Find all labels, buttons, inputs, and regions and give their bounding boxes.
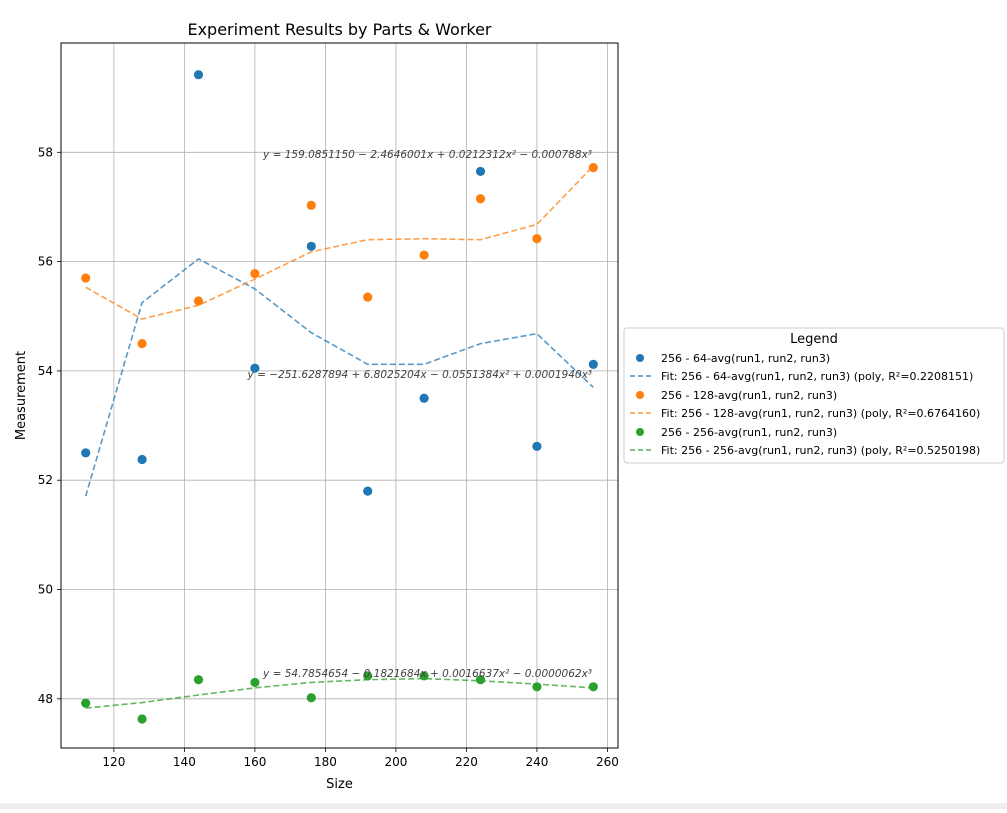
equation-annotations: y = −251.6287894 + 6.8025204x − 0.055138… bbox=[247, 149, 592, 680]
y-tick-label: 54 bbox=[38, 364, 53, 378]
data-point-series-2 bbox=[419, 250, 429, 260]
legend-fit-entry-series-3: Fit: 256 - 256-avg(run1, run2, run3) (po… bbox=[661, 444, 980, 457]
data-point-series-3 bbox=[475, 675, 486, 685]
data-point-series-3 bbox=[532, 682, 542, 692]
y-tick-label: 58 bbox=[38, 145, 53, 159]
x-tick-label: 220 bbox=[455, 755, 478, 769]
data-point-series-2 bbox=[306, 200, 316, 210]
plot-area bbox=[61, 43, 618, 748]
data-point-series-3 bbox=[419, 671, 429, 681]
y-tick-label: 52 bbox=[38, 473, 53, 487]
data-point-series-2 bbox=[363, 292, 373, 302]
data-point-series-3 bbox=[193, 675, 204, 685]
data-point-series-3 bbox=[363, 671, 373, 681]
fit-equation-series-2: y = 159.0851150 − 2.4646001x + 0.0212312… bbox=[262, 149, 592, 161]
chart-title: Experiment Results by Parts & Worker bbox=[187, 20, 491, 39]
x-tick-label: 260 bbox=[596, 755, 619, 769]
legend-entry-series-2: 256 - 128-avg(run1, run2, run3) bbox=[661, 389, 837, 402]
fit-line-series-1 bbox=[84, 257, 594, 497]
legend: Legend 256 - 64-avg(run1, run2, run3) Fit:… bbox=[623, 327, 1005, 464]
data-point-series-1 bbox=[532, 441, 542, 451]
data-point-series-1 bbox=[137, 454, 147, 465]
data-point-series-2 bbox=[532, 234, 542, 244]
y-tick-label: 50 bbox=[38, 583, 53, 597]
data-point-series-2 bbox=[137, 338, 147, 349]
data-point-series-1 bbox=[193, 70, 204, 80]
data-point-series-2 bbox=[193, 296, 204, 306]
x-tick-label: 200 bbox=[384, 755, 407, 769]
legend-marker-series-1 bbox=[636, 354, 644, 362]
fit-equation-series-3: y = 54.7854654 − 0.1821684x + 0.0016637x… bbox=[262, 668, 592, 680]
data-point-series-3 bbox=[250, 677, 260, 688]
data-point-series-1 bbox=[475, 166, 486, 177]
axis-ticks: 120 140 160 180 200 220 240 260 48 50 52 54 56 58 bbox=[38, 145, 619, 769]
data-point-series-1 bbox=[81, 448, 91, 458]
x-axis-label: Size bbox=[326, 777, 353, 792]
y-tick-label: 56 bbox=[38, 255, 53, 269]
data-point-series-3 bbox=[137, 714, 147, 724]
window-bottom-edge bbox=[0, 803, 1007, 809]
legend-entry-series-3: 256 - 256-avg(run1, run2, run3) bbox=[661, 426, 837, 439]
legend-marker-series-3 bbox=[636, 428, 644, 436]
legend-title: Legend bbox=[790, 332, 838, 347]
data-point-series-1 bbox=[306, 241, 316, 251]
legend-marker-series-2 bbox=[636, 391, 644, 399]
x-tick-label: 120 bbox=[102, 755, 125, 769]
data-point-series-2 bbox=[475, 194, 486, 204]
x-tick-label: 160 bbox=[243, 755, 266, 769]
data-point-series-1 bbox=[419, 393, 429, 403]
data-point-series-2 bbox=[250, 269, 260, 279]
data-point-series-3 bbox=[81, 698, 91, 708]
data-points bbox=[81, 70, 598, 724]
fit-lines bbox=[84, 165, 594, 709]
x-tick-label: 180 bbox=[314, 755, 337, 769]
legend-fit-entry-series-2: Fit: 256 - 128-avg(run1, run2, run3) (po… bbox=[661, 407, 980, 420]
legend-box bbox=[623, 327, 1005, 464]
data-point-series-3 bbox=[588, 682, 598, 692]
legend-entry-series-1: 256 - 64-avg(run1, run2, run3) bbox=[661, 352, 830, 365]
y-axis-label: Measurement bbox=[14, 351, 29, 440]
data-point-series-1 bbox=[363, 486, 373, 496]
grid bbox=[61, 43, 618, 748]
x-tick-label: 140 bbox=[173, 755, 196, 769]
fit-line-series-3 bbox=[85, 677, 594, 709]
fit-line-series-2 bbox=[85, 165, 594, 320]
fit-equation-series-1: y = −251.6287894 + 6.8025204x − 0.055138… bbox=[247, 369, 592, 381]
y-tick-label: 48 bbox=[38, 692, 53, 706]
data-point-series-2 bbox=[588, 163, 598, 173]
data-point-series-1 bbox=[588, 359, 598, 369]
plot-frame bbox=[60, 42, 619, 749]
data-point-series-2 bbox=[81, 273, 91, 283]
x-tick-label: 240 bbox=[525, 755, 548, 769]
data-point-series-3 bbox=[306, 693, 316, 703]
data-point-series-1 bbox=[250, 363, 260, 373]
legend-fit-entry-series-1: Fit: 256 - 64-avg(run1, run2, run3) (pol… bbox=[661, 370, 973, 383]
